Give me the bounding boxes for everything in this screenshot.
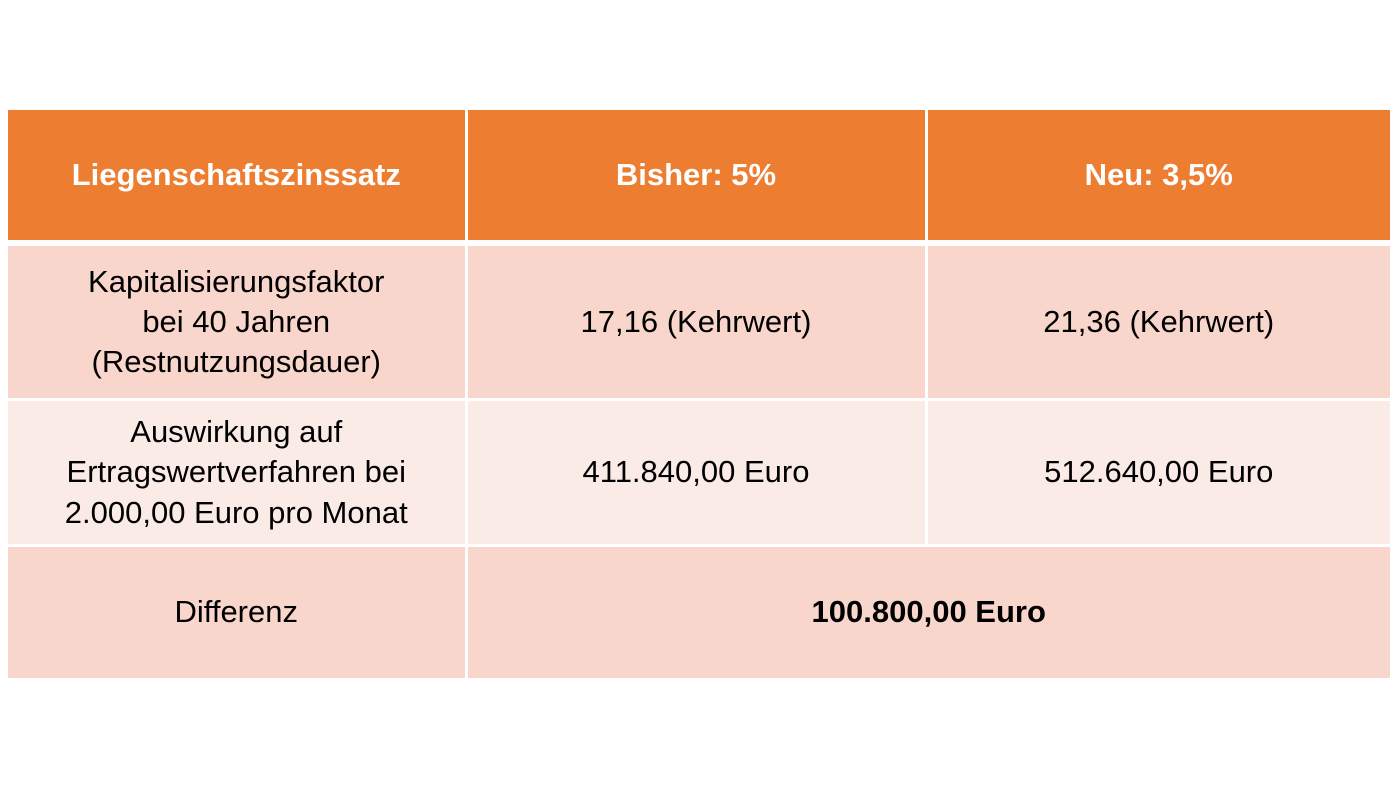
row-label-kapitalisierungsfaktor: Kapitalisierungsfaktor bei 40 Jahren (Re…	[8, 243, 468, 401]
cell-differenz-value: 100.800,00 Euro	[466, 545, 1390, 678]
row-label-line: bei 40 Jahren	[142, 303, 331, 339]
table-header-row: Liegenschaftszinssatz Bisher: 5% Neu: 3,…	[8, 110, 1390, 246]
table-row-auswirkung: Auswirkung auf Ertragswertverfahren bei …	[8, 399, 1390, 547]
row-label-auswirkung: Auswirkung auf Ertragswertverfahren bei …	[8, 399, 468, 547]
row-label-line: (Restnutzungsdauer)	[91, 344, 382, 380]
row-label-line: Auswirkung auf	[130, 414, 343, 450]
cell-bisher-faktor: 17,16 (Kehrwert)	[466, 243, 928, 401]
cell-bisher-ertragswert: 411.840,00 Euro	[466, 399, 928, 547]
table-row-kapitalisierungsfaktor: Kapitalisierungsfaktor bei 40 Jahren (Re…	[8, 243, 1390, 401]
header-liegenschaftszinssatz: Liegenschaftszinssatz	[8, 110, 468, 246]
table-row-differenz: Differenz 100.800,00 Euro	[8, 545, 1390, 678]
row-label-line: Kapitalisierungsfaktor	[88, 263, 385, 299]
cell-neu-faktor: 21,36 (Kehrwert)	[926, 243, 1390, 401]
row-label-differenz: Differenz	[8, 545, 468, 678]
cell-neu-ertragswert: 512.640,00 Euro	[926, 399, 1390, 547]
comparison-table: Liegenschaftszinssatz Bisher: 5% Neu: 3,…	[8, 110, 1390, 678]
row-label-line: 2.000,00 Euro pro Monat	[64, 494, 408, 530]
header-neu: Neu: 3,5%	[926, 110, 1390, 246]
header-bisher: Bisher: 5%	[466, 110, 928, 246]
row-label-line: Ertragswertverfahren bei	[66, 454, 406, 490]
